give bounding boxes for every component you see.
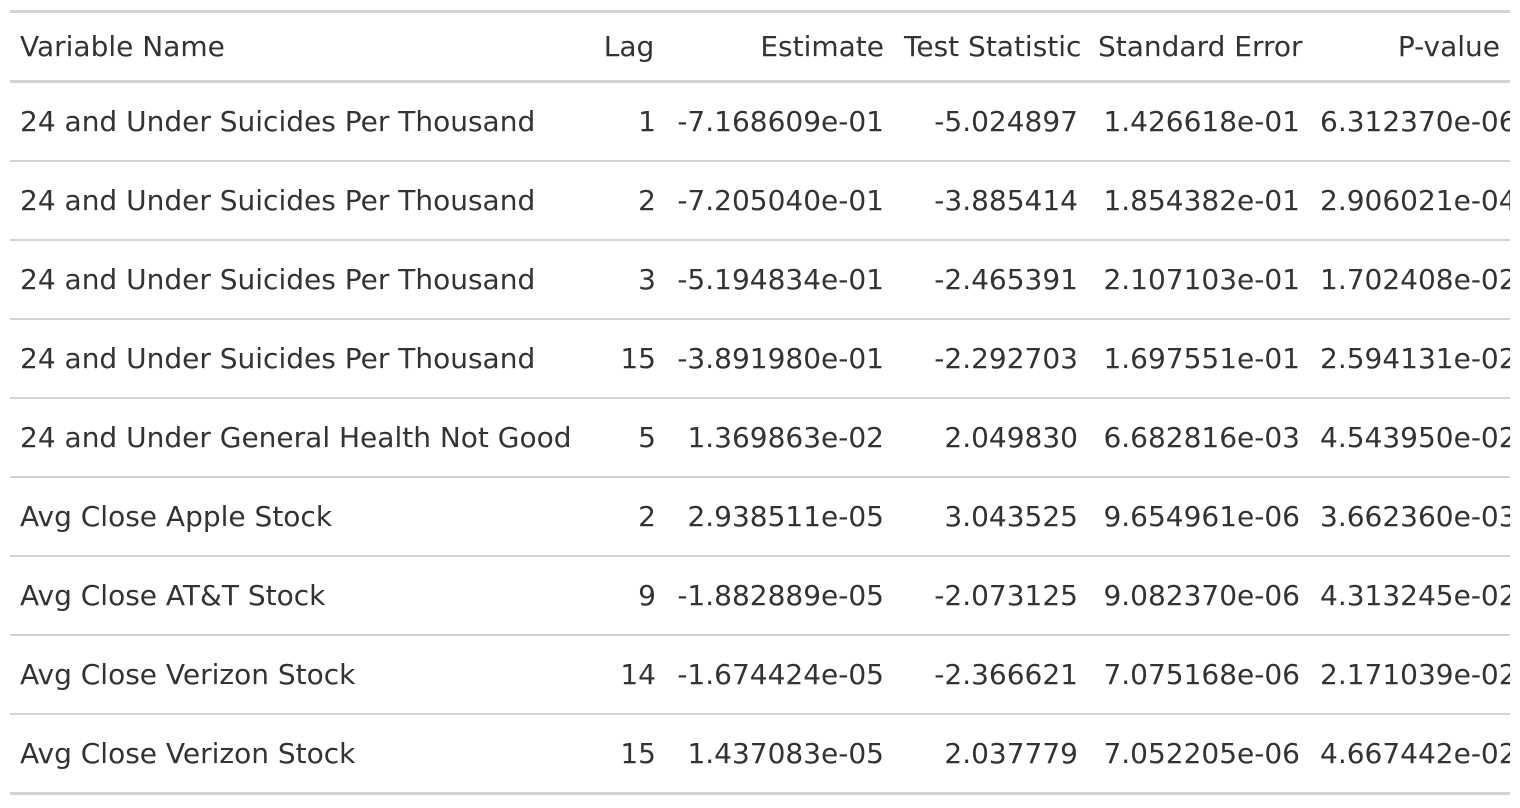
cell-standard-error: 6.682816e-03 [1088,397,1310,477]
cell-variable-name: 24 and Under Suicides Per Thousand [10,318,592,398]
cell-standard-error: 2.107103e-01 [1088,239,1310,319]
column-header-estimate: Estimate [666,11,894,83]
cell-p-value: 4.543950e-02 [1310,397,1510,477]
table-header: Variable Name Lag Estimate Test Statisti… [10,11,1510,83]
cell-variable-name: 24 and Under Suicides Per Thousand [20,105,536,138]
cell-standard-error: 7.052205e-06 [1088,713,1310,794]
table-row: Avg Close Verizon Stock 15 1.437083e-05 2.0… [10,713,1510,794]
table-body: 24 and Under Suicides Per Thousand 1 -7.16… [10,82,1510,794]
cell-test-statistic: -5.024897 [934,105,1078,138]
cell-variable-name: Avg Close Verizon Stock [10,713,592,794]
cell-test-statistic: -2.465391 [894,239,1088,319]
table-row: Avg Close Apple Stock 2 2.938511e-05 3.0435… [10,476,1510,556]
column-header-standard-error: Standard Error [1088,11,1310,83]
cell-p-value: 2.594131e-02 [1310,318,1510,398]
cell-variable-name: Avg Close Apple Stock [10,476,592,556]
cell-test-statistic: 2.049830 [894,397,1088,477]
table-row: 24 and Under Suicides Per Thousand 1 -7.16… [10,82,1510,162]
cell-estimate: 1.437083e-05 [666,713,894,794]
cell-lag: 2 [592,476,666,556]
column-header-lag: Lag [592,11,666,83]
header-row: Variable Name Lag Estimate Test Statisti… [10,11,1510,83]
cell-lag: 2 [592,160,666,240]
cell-p-value: 2.171039e-02 [1310,634,1510,714]
table-row: Avg Close AT&T Stock 9 -1.882889e-05 -2.073… [10,555,1510,635]
cell-standard-error: 9.654961e-06 [1088,476,1310,556]
table-row: 24 and Under Suicides Per Thousand 2 -7.20… [10,160,1510,240]
cell-standard-error: 1.426618e-01 [1103,105,1300,138]
table-row: 24 and Under General Health Not Good 5 1.3… [10,397,1510,477]
cell-estimate: -3.891980e-01 [666,318,894,398]
cell-lag: 3 [592,239,666,319]
cell-test-statistic: -2.366621 [894,634,1088,714]
cell-test-statistic: -3.885414 [894,160,1088,240]
table-row: Avg Close Verizon Stock 14 -1.674424e-05 -2… [10,634,1510,714]
cell-variable-name: Avg Close Verizon Stock [10,634,592,714]
cell-lag: 9 [592,555,666,635]
cell-estimate: -7.168609e-01 [677,105,884,138]
cell-p-value: 3.662360e-03 [1310,476,1510,556]
cell-estimate: -5.194834e-01 [666,239,894,319]
cell-lag: 14 [592,634,666,714]
cell-variable-name: Avg Close AT&T Stock [10,555,592,635]
cell-test-statistic: 2.037779 [894,713,1088,794]
cell-lag: 15 [592,713,666,794]
cell-standard-error: 1.697551e-01 [1088,318,1310,398]
cell-estimate: -7.205040e-01 [666,160,894,240]
cell-test-statistic: -2.292703 [894,318,1088,398]
cell-variable-name: 24 and Under General Health Not Good [10,397,592,477]
cell-test-statistic: -2.073125 [894,555,1088,635]
cell-variable-name: 24 and Under Suicides Per Thousand [10,160,592,240]
cell-p-value: 6.312370e-06 [1320,105,1510,138]
column-header-p-value: P-value [1310,11,1510,83]
cell-variable-name: 24 and Under Suicides Per Thousand [10,239,592,319]
cell-lag: 5 [592,397,666,477]
results-table: Variable Name Lag Estimate Test Statisti… [10,10,1510,795]
table-row: 24 and Under Suicides Per Thousand 15 -3.8… [10,318,1510,398]
cell-lag: 15 [592,318,666,398]
cell-p-value: 2.906021e-04 [1310,160,1510,240]
cell-p-value: 1.702408e-02 [1310,239,1510,319]
cell-standard-error: 1.854382e-01 [1088,160,1310,240]
table-row: 24 and Under Suicides Per Thousand 3 -5.19… [10,239,1510,319]
cell-standard-error: 7.075168e-06 [1088,634,1310,714]
cell-estimate: -1.674424e-05 [666,634,894,714]
cell-estimate: -1.882889e-05 [666,555,894,635]
cell-lag: 1 [638,105,656,138]
cell-test-statistic: 3.043525 [894,476,1088,556]
column-header-variable-name: Variable Name [10,11,592,83]
cell-estimate: 2.938511e-05 [666,476,894,556]
cell-estimate: 1.369863e-02 [666,397,894,477]
column-header-test-statistic: Test Statistic [894,11,1088,83]
cell-standard-error: 9.082370e-06 [1088,555,1310,635]
cell-p-value: 4.667442e-02 [1310,713,1510,794]
cell-p-value: 4.313245e-02 [1310,555,1510,635]
